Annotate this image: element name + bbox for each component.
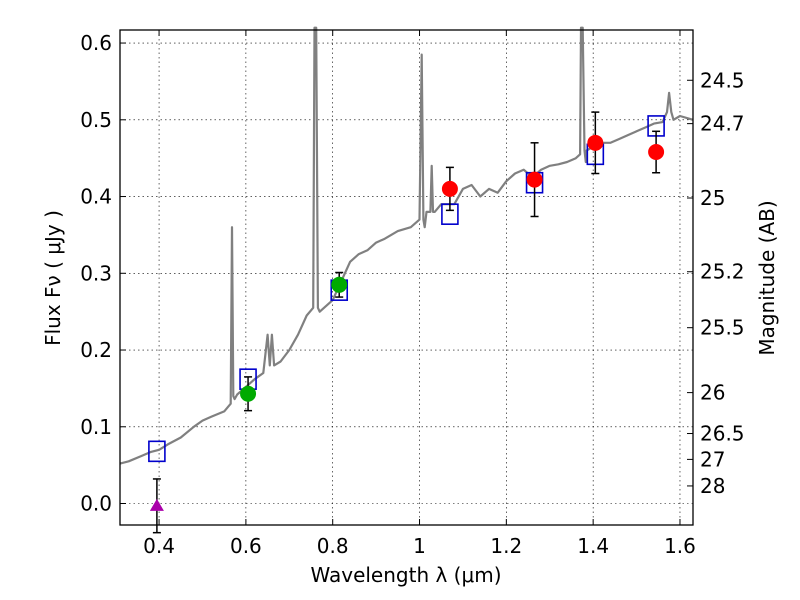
model-photometry-marker <box>148 440 166 463</box>
x-tick-label: 1.6 <box>664 534 696 558</box>
observed-flux-marker <box>648 144 665 161</box>
y-tick-label: 0.5 <box>80 108 112 132</box>
y-tick-label: 0.0 <box>80 492 112 516</box>
y-tick-label: 0.3 <box>80 261 112 285</box>
mag-tick-label: 25 <box>700 186 725 210</box>
plot-frame <box>119 29 694 526</box>
y-tick-label: 0.1 <box>80 415 112 439</box>
observed-flux-marker <box>240 385 257 402</box>
mag-tick-label: 26 <box>700 381 725 405</box>
x-tick-label: 0.8 <box>317 534 349 558</box>
mag-tick-label: 24.7 <box>700 112 745 136</box>
mag-tick-label: 24.5 <box>700 68 745 92</box>
y-tick-label: 0.4 <box>80 185 112 209</box>
observed-flux-marker <box>587 134 604 151</box>
observed-flux-marker <box>441 180 458 197</box>
upper-limit-marker <box>149 498 164 511</box>
mag-tick-label: 25.5 <box>700 316 745 340</box>
observed-flux-marker <box>526 171 543 188</box>
x-tick-label: 0.6 <box>230 534 262 558</box>
x-tick-label: 1.4 <box>577 534 609 558</box>
right-axis-title: Magnitude (AB) <box>755 200 779 355</box>
mag-tick-label: 27 <box>700 447 725 471</box>
mag-tick-label: 28 <box>700 474 725 498</box>
observed-flux-marker <box>331 276 348 293</box>
spectrum-line <box>119 26 694 465</box>
x-tick-label: 1 <box>413 534 426 558</box>
y-axis-title: Flux Fν ( μJy ) <box>41 210 65 346</box>
y-tick-label: 0.2 <box>80 338 112 362</box>
x-tick-label: 0.4 <box>143 534 175 558</box>
x-tick-label: 1.2 <box>490 534 522 558</box>
x-axis-title: Wavelength λ (μm) <box>310 563 501 587</box>
y-tick-label: 0.6 <box>80 31 112 55</box>
axes: 0.4 0.6 0.8 1 1.2 1.4 1.6 0.0 0.1 0.2 0.3 0.4 0.5 0.6… <box>80 30 745 558</box>
mag-tick-label: 25.2 <box>700 260 745 284</box>
mag-tick-label: 26.5 <box>700 422 745 446</box>
plot-area <box>119 26 694 534</box>
grid <box>120 30 693 525</box>
